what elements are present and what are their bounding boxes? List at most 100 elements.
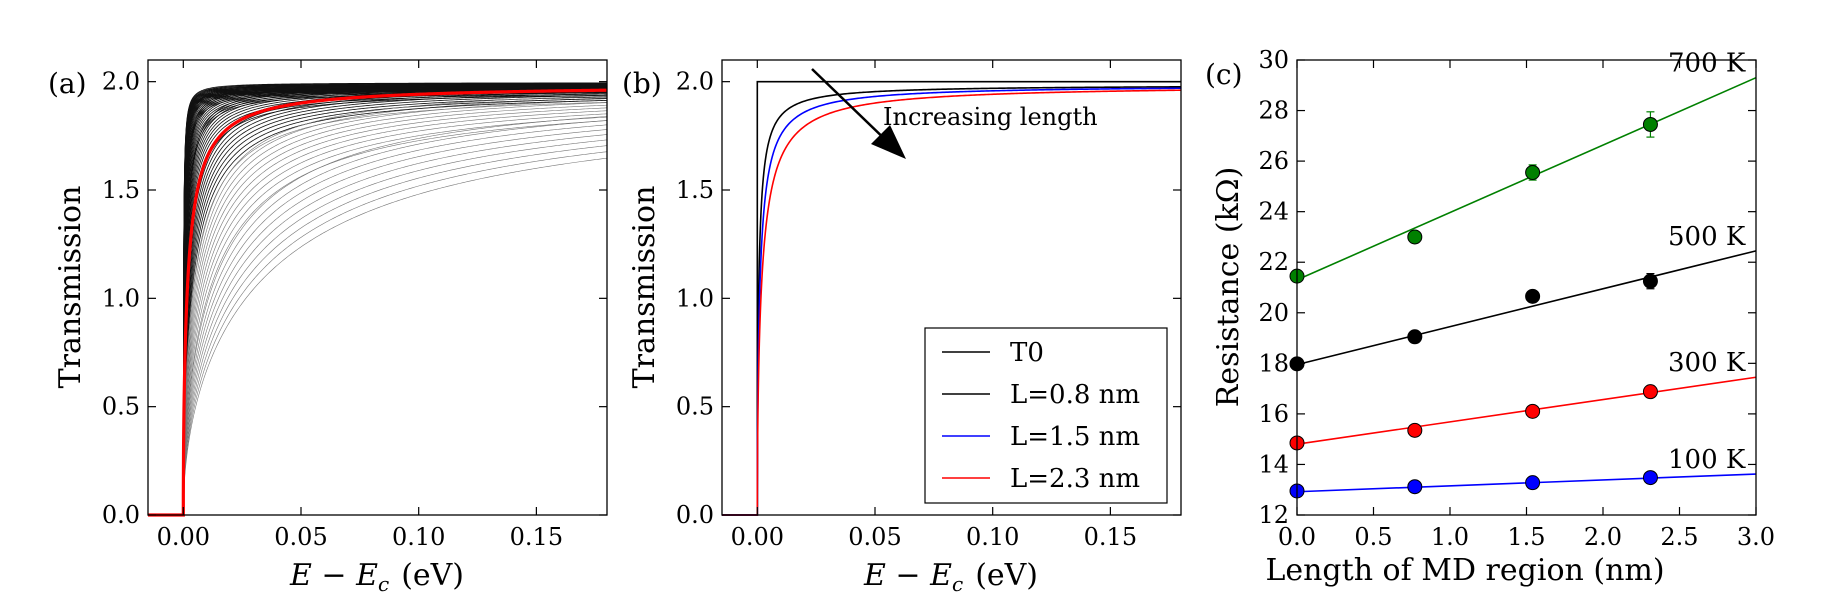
ensemble-curve bbox=[148, 110, 608, 516]
panel-a-ticks: 0.00 0.05 0.10 0.15 0.0 0.5 1.0 1.5 2.0 bbox=[102, 60, 607, 551]
data-point bbox=[1525, 403, 1541, 419]
data-point bbox=[1407, 422, 1423, 438]
increasing-length-arrow-shaft bbox=[811, 68, 894, 148]
panel-b-xlabel: E − Ec (eV) bbox=[863, 558, 1038, 596]
panel-b-xtick-label: 0.05 bbox=[848, 523, 901, 551]
panel-c-ylabel: Resistance (kΩ) bbox=[1211, 167, 1246, 408]
data-point bbox=[1525, 164, 1541, 180]
ensemble-curve bbox=[148, 94, 608, 516]
panel-a-xtick-label: 0.15 bbox=[510, 523, 563, 551]
legend-label: T0 bbox=[1010, 338, 1044, 368]
panel-b-ylabel: Transmission bbox=[627, 186, 662, 389]
panel-c-plot: 100 K 300 K 500 K 700 K bbox=[1289, 49, 1757, 499]
ensemble-curve bbox=[148, 87, 608, 516]
data-point bbox=[1642, 470, 1658, 486]
panel-c-ytick-label: 18 bbox=[1258, 349, 1289, 377]
panel-b-ytick-label: 1.0 bbox=[676, 284, 714, 312]
panel-c-xtick-label: 2.5 bbox=[1660, 523, 1698, 551]
panel-b-ytick-label: 0.5 bbox=[676, 393, 714, 421]
series-curve-2 bbox=[722, 87, 1182, 516]
ensemble-curve bbox=[148, 99, 608, 516]
panel-b-xtick-label: 0.15 bbox=[1084, 523, 1137, 551]
ensemble-curve bbox=[148, 86, 607, 516]
ensemble-curve bbox=[148, 86, 608, 516]
panel-b-legend: T0 L=0.8 nm L=1.5 nm L=2.3 nm bbox=[924, 327, 1168, 504]
panel-c-xtick-label: 0.0 bbox=[1278, 523, 1316, 551]
panel-a-ytick-label: 1.5 bbox=[102, 176, 140, 204]
panel-a-xlabel: E − Ec (eV) bbox=[289, 558, 464, 596]
ensemble-curve bbox=[148, 85, 607, 516]
mean-curve bbox=[148, 88, 608, 517]
panel-a-ytick-label: 2.0 bbox=[102, 68, 140, 96]
panel-a-xtick-label: 0.05 bbox=[274, 523, 327, 551]
ensemble-curve bbox=[148, 139, 608, 516]
ensemble-curve bbox=[148, 104, 608, 516]
data-point bbox=[1642, 273, 1658, 289]
ensemble-curve bbox=[148, 120, 608, 516]
ensemble-curve bbox=[148, 100, 608, 516]
panel-c-ticks: 0.0 0.5 1.0 1.5 2.0 2.5 3.0 12 14 16 18 20 22 24 26 28 3… bbox=[1258, 46, 1775, 551]
panel-c-xtick-label: 1.0 bbox=[1431, 523, 1469, 551]
ensemble-curve bbox=[148, 86, 607, 516]
panel-a-ytick-label: 0.5 bbox=[102, 393, 140, 421]
data-point bbox=[1642, 116, 1658, 132]
ensemble-curve bbox=[148, 134, 608, 516]
data-point bbox=[1525, 475, 1541, 491]
ensemble-curve bbox=[148, 120, 608, 516]
panel-c-xtick-label: 1.5 bbox=[1507, 523, 1545, 551]
temperature-label: 700 K bbox=[1668, 49, 1746, 79]
data-point bbox=[1525, 288, 1541, 304]
panel-b-ytick-label: 0.0 bbox=[676, 501, 714, 529]
panel-a-xtick-label: 0.00 bbox=[157, 523, 210, 551]
panel-c-xlabel: Length of MD region (nm) bbox=[1265, 553, 1664, 588]
panel-c-ytick-label: 16 bbox=[1258, 400, 1289, 428]
ensemble-curve bbox=[148, 113, 608, 516]
ensemble-curve bbox=[148, 116, 608, 516]
temperature-label: 100 K bbox=[1668, 445, 1746, 475]
ensemble-curve bbox=[148, 94, 608, 516]
panel-c-ytick-label: 20 bbox=[1258, 299, 1289, 327]
data-point bbox=[1407, 229, 1423, 245]
temperature-label: 500 K bbox=[1668, 222, 1746, 252]
ensemble-curve bbox=[148, 124, 608, 516]
ensemble-curve bbox=[148, 97, 608, 516]
ensemble-curve bbox=[148, 93, 608, 516]
panel-a-curves bbox=[148, 82, 608, 517]
panel-c-xtick-label: 3.0 bbox=[1737, 523, 1775, 551]
legend-label: L=1.5 nm bbox=[1010, 422, 1140, 452]
panel-a-frame bbox=[147, 59, 608, 516]
ensemble-curve bbox=[148, 87, 608, 516]
panel-a: (a) 0.00 0.05 0.10 0.15 0.0 0.5 1.0 1.5 2.0 Tran… bbox=[48, 59, 608, 596]
data-point bbox=[1407, 479, 1423, 495]
ensemble-curve bbox=[148, 145, 608, 516]
ensemble-curve bbox=[148, 151, 608, 516]
panel-c-ytick-label: 14 bbox=[1258, 450, 1289, 478]
increasing-length-arrowhead bbox=[871, 125, 906, 159]
increasing-length-annotation: Increasing length bbox=[883, 103, 1098, 131]
ensemble-curve bbox=[148, 93, 608, 516]
ensemble-curve bbox=[148, 95, 608, 516]
panel-c-ytick-label: 30 bbox=[1258, 46, 1289, 74]
panel-c-xtick-label: 0.5 bbox=[1354, 523, 1392, 551]
panel-c-ytick-label: 26 bbox=[1258, 147, 1289, 175]
panel-b-label: (b) bbox=[622, 67, 662, 100]
panel-b-ytick-label: 2.0 bbox=[676, 68, 714, 96]
ensemble-curve bbox=[148, 96, 608, 516]
panel-c: (c) 100 K 300 K 500 K 700 K 0.0 0.5 1.0 1.5 2.0… bbox=[1205, 46, 1775, 588]
panel-a-ylabel: Transmission bbox=[53, 186, 88, 389]
data-point bbox=[1642, 384, 1658, 400]
temperature-label: 300 K bbox=[1668, 348, 1746, 378]
panel-a-xtick-label: 0.10 bbox=[392, 523, 445, 551]
panel-b-ticks: 0.00 0.05 0.10 0.15 0.0 0.5 1.0 1.5 2.0 bbox=[676, 60, 1181, 551]
ensemble-curve bbox=[148, 107, 608, 516]
panel-c-ytick-label: 22 bbox=[1258, 248, 1289, 276]
ensemble-curve bbox=[148, 86, 607, 516]
legend-box bbox=[924, 327, 1168, 504]
panel-c-ytick-label: 28 bbox=[1258, 97, 1289, 125]
ensemble-curve bbox=[148, 102, 608, 516]
panel-c-label: (c) bbox=[1205, 58, 1243, 91]
ensemble-curve bbox=[148, 87, 608, 516]
ensemble-curve bbox=[148, 83, 607, 516]
panel-b-ytick-label: 1.5 bbox=[676, 176, 714, 204]
